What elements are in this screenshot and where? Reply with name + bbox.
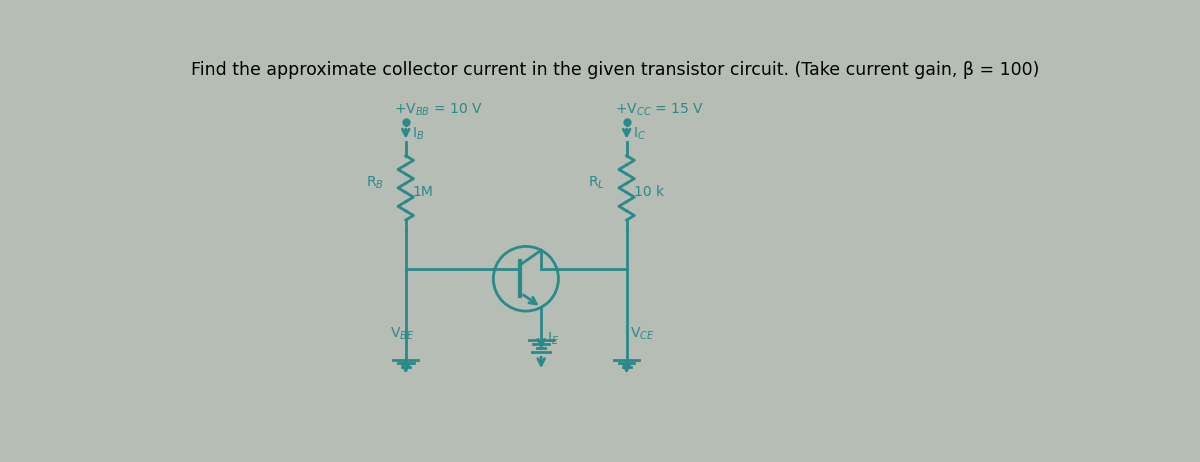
Text: 10 k: 10 k bbox=[635, 185, 665, 199]
Text: R$_{B}$: R$_{B}$ bbox=[366, 175, 384, 191]
Text: +V$_{BB}$ = 10 V: +V$_{BB}$ = 10 V bbox=[394, 102, 482, 118]
Text: V$_{BE}$: V$_{BE}$ bbox=[390, 326, 414, 342]
Text: +V$_{CC}$ = 15 V: +V$_{CC}$ = 15 V bbox=[616, 102, 704, 118]
Text: I$_{E}$: I$_{E}$ bbox=[547, 331, 559, 347]
Text: I$_{C}$: I$_{C}$ bbox=[632, 126, 646, 142]
Text: 1M: 1M bbox=[412, 185, 433, 199]
Text: V$_{CE}$: V$_{CE}$ bbox=[630, 326, 655, 342]
Text: R$_{L}$: R$_{L}$ bbox=[588, 175, 605, 191]
Text: Find the approximate collector current in the given transistor circuit. (Take cu: Find the approximate collector current i… bbox=[191, 61, 1039, 79]
Text: I$_{B}$: I$_{B}$ bbox=[412, 126, 425, 142]
